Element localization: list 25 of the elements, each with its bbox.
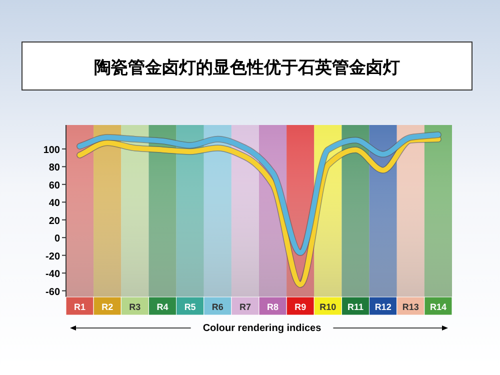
y-tick-label: 80 [48, 162, 60, 174]
x-tick-label: R12 [374, 302, 392, 312]
y-tick-label: 100 [43, 144, 60, 156]
x-tick-label: R11 [347, 302, 364, 312]
x-tick-label: R7 [239, 302, 251, 312]
y-tick-label: -60 [46, 286, 60, 298]
y-tick-label: 60 [48, 180, 60, 192]
y-tick-label: -40 [46, 269, 60, 280]
x-tick-label: R14 [430, 302, 446, 312]
x-axis-title: Colour rendering indices [202, 323, 322, 334]
x-tick-label: R4 [156, 302, 168, 312]
x-tick-label: R10 [320, 302, 336, 312]
y-tick-label: 40 [48, 198, 60, 210]
y-tick-label: -20 [46, 251, 60, 262]
y-tick-label: 20 [48, 216, 60, 227]
y-tick-label: 0 [54, 234, 60, 245]
x-tick-label: R2 [102, 302, 114, 312]
x-tick-label: R1 [74, 302, 86, 312]
x-tick-label: R8 [267, 302, 279, 312]
x-tick-label: R3 [129, 302, 141, 312]
x-tick-label: R6 [212, 302, 224, 312]
x-tick-label: R13 [402, 302, 419, 312]
x-tick-label: R9 [294, 302, 306, 312]
chart-title: 陶瓷管金卤灯的显色性优于石英管金卤灯 [94, 58, 400, 77]
x-tick-label: R5 [184, 302, 196, 312]
